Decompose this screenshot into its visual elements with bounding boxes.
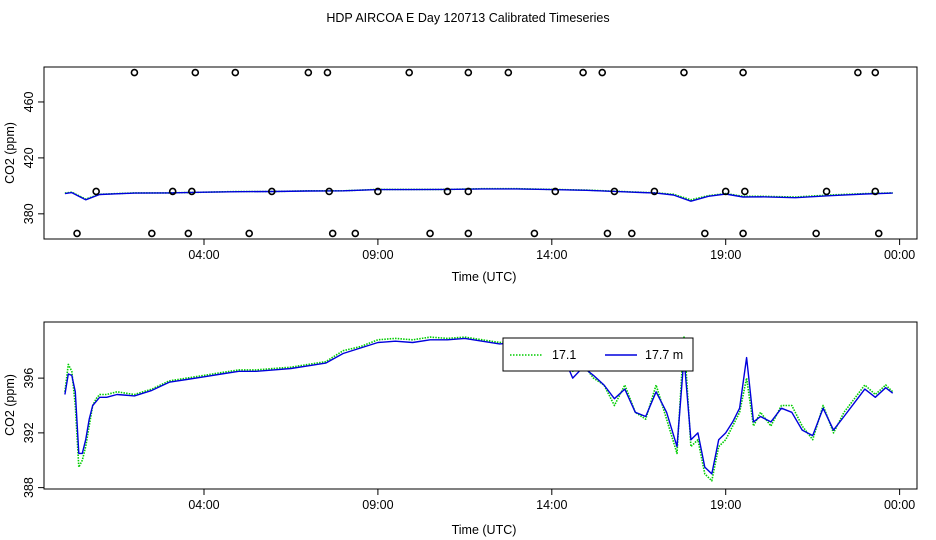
top-plot-frame (43, 66, 918, 240)
top-data-point (739, 68, 747, 77)
top-x-tick-label: 09:00 (362, 248, 393, 262)
top-data-point (73, 229, 81, 238)
top-data-point (854, 68, 862, 77)
bottom-series-line-2 (64, 337, 894, 475)
top-series-group (64, 187, 893, 202)
top-data-point (351, 229, 360, 238)
top-data-point (741, 187, 749, 196)
bottom-chart-panel: Time (UTC) CO2 (ppm) 04:00 09:00 14:00 19:0… (3, 321, 918, 537)
bottom-y-ticks: 388 392 396 (22, 368, 44, 498)
top-y-ticks: 380 420 460 (22, 91, 44, 224)
bottom-x-tick-label: 14:00 (536, 498, 567, 512)
top-data-point (405, 68, 413, 77)
top-data-point (579, 68, 587, 77)
top-points-group (73, 68, 883, 238)
top-data-point (92, 187, 100, 196)
legend-label-17-1: 17.1 (552, 348, 576, 362)
top-data-point (464, 68, 473, 77)
top-data-point (245, 229, 254, 238)
bottom-series-group (64, 336, 894, 482)
top-data-point (551, 187, 560, 196)
top-data-point (304, 68, 313, 77)
bottom-x-tick-label: 19:00 (710, 498, 741, 512)
top-data-point (184, 229, 193, 238)
top-data-point (168, 187, 177, 196)
bottom-y-tick-label: 392 (22, 422, 36, 443)
top-data-point (191, 68, 200, 77)
top-x-tick-label: 04:00 (188, 248, 219, 262)
top-x-tick-label: 14:00 (536, 248, 567, 262)
top-data-point (130, 68, 139, 77)
top-data-point (871, 68, 880, 77)
top-data-point (268, 187, 276, 196)
top-x-axis-label: Time (UTC) (452, 270, 517, 284)
bottom-x-axis-label: Time (UTC) (452, 523, 517, 537)
top-data-point (231, 68, 240, 77)
bottom-x-tick-label: 00:00 (884, 498, 915, 512)
top-data-point (323, 68, 332, 77)
top-chart-panel: Time (UTC) CO2 (ppm) 04:00 09:00 14:00 19:0… (3, 66, 918, 284)
top-data-point (871, 187, 880, 196)
top-data-point (610, 187, 619, 196)
top-data-point (426, 229, 434, 238)
bottom-x-ticks: 04:00 09:00 14:00 19:00 00:00 (188, 489, 915, 512)
top-data-point (680, 68, 688, 77)
top-data-point (464, 229, 473, 238)
bottom-x-tick-label: 09:00 (362, 498, 393, 512)
top-data-point (822, 187, 831, 196)
top-y-tick-label: 380 (22, 203, 36, 224)
top-data-point (148, 229, 156, 238)
top-data-point (603, 229, 612, 238)
bottom-x-tick-label: 04:00 (188, 498, 219, 512)
top-data-point (443, 187, 452, 196)
legend-label-17-7: 17.7 m (645, 348, 683, 362)
top-data-point (328, 229, 337, 238)
top-data-point (812, 229, 820, 238)
top-data-point (739, 229, 747, 238)
top-data-point (598, 68, 607, 77)
top-data-point (627, 229, 636, 238)
top-x-tick-label: 00:00 (884, 248, 915, 262)
top-data-point (325, 187, 334, 196)
top-y-tick-label: 420 (22, 147, 36, 168)
bottom-series-line-1 (64, 336, 894, 482)
top-data-point (874, 229, 883, 238)
bottom-legend: 17.1 17.7 m (502, 337, 694, 372)
top-series-line-2 (64, 188, 893, 202)
top-data-point (504, 68, 513, 77)
top-data-point (721, 187, 730, 196)
bottom-y-tick-label: 388 (22, 477, 36, 498)
top-data-point (188, 187, 196, 196)
bottom-y-tick-label: 396 (22, 368, 36, 389)
top-data-point (374, 187, 382, 196)
top-x-tick-label: 19:00 (710, 248, 741, 262)
top-x-ticks: 04:00 09:00 14:00 19:00 00:00 (188, 239, 915, 262)
top-data-point (701, 229, 709, 238)
figure-title: HDP AIRCOA E Day 120713 Calibrated Times… (326, 11, 609, 25)
top-y-axis-label: CO2 (ppm) (3, 122, 17, 184)
top-y-tick-label: 460 (22, 91, 36, 112)
top-data-point (650, 187, 659, 196)
top-data-point (464, 187, 473, 196)
bottom-plot-frame (43, 321, 918, 490)
bottom-y-axis-label: CO2 (ppm) (3, 374, 17, 436)
top-data-point (530, 229, 539, 238)
